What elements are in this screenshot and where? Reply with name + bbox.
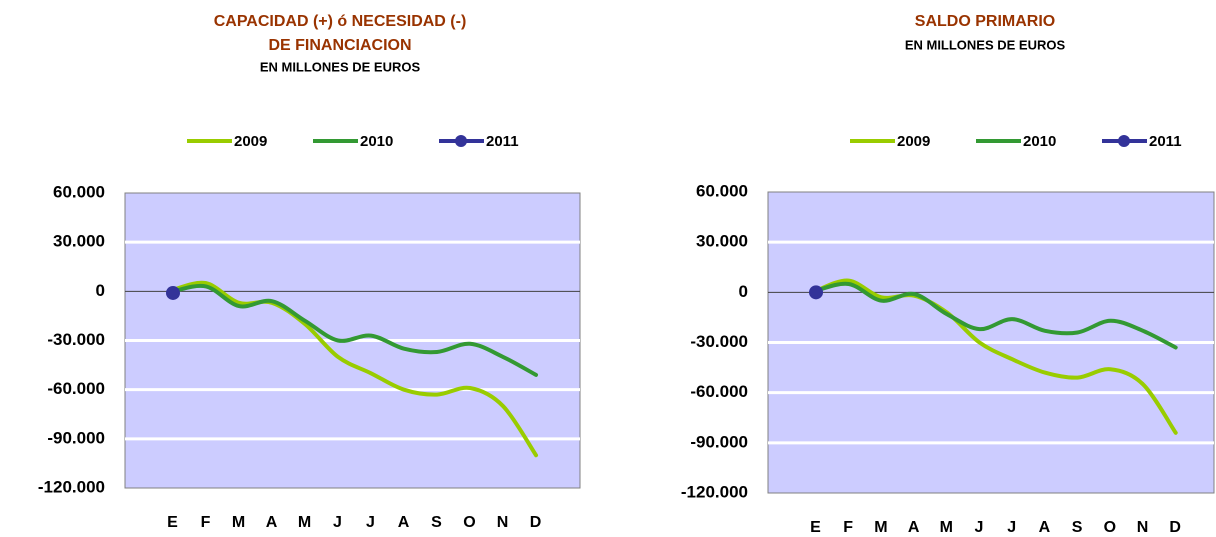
x-tick-label: A: [266, 514, 279, 531]
x-tick-label: J: [333, 514, 343, 531]
chart-title: DE FINANCIACION: [268, 37, 411, 54]
x-tick-label: J: [366, 514, 376, 531]
x-tick-label: O: [463, 514, 476, 531]
x-tick-label: A: [398, 514, 411, 531]
x-tick-label: M: [874, 519, 888, 536]
x-tick-label: D: [530, 514, 543, 531]
x-tick-label: S: [1072, 519, 1084, 536]
chart-subtitle: EN MILLONES DE EUROS: [260, 59, 421, 74]
y-tick-label: 0: [96, 281, 105, 300]
legend-marker: [1118, 135, 1130, 147]
y-tick-label: -120.000: [681, 482, 748, 501]
x-tick-label: E: [167, 514, 179, 531]
x-tick-label: F: [843, 519, 854, 536]
series-line: [171, 283, 538, 377]
x-tick-label: N: [1137, 519, 1150, 536]
x-tick-label: M: [940, 519, 954, 536]
legend-label: 2009: [897, 133, 930, 150]
y-tick-label: -30.000: [690, 332, 748, 351]
y-tick-label: -120.000: [38, 477, 105, 496]
chart-title: SALDO PRIMARIO: [915, 13, 1055, 30]
x-tick-label: D: [1169, 519, 1182, 536]
x-tick-label: O: [1104, 519, 1117, 536]
x-tick-label: M: [298, 514, 312, 531]
series-marker: [166, 285, 180, 300]
x-tick-label: M: [232, 514, 246, 531]
series-line: [814, 278, 1178, 435]
chart-title: CAPACIDAD (+) ó NECESIDAD (-): [214, 13, 467, 30]
legend-label: 2011: [486, 133, 519, 150]
x-tick-label: E: [810, 519, 822, 536]
series-line: [814, 281, 1178, 350]
legend-marker: [455, 135, 467, 147]
legend-label: 2011: [1149, 133, 1182, 150]
y-tick-label: -60.000: [47, 379, 105, 398]
x-tick-label: A: [1039, 519, 1052, 536]
series-line: [171, 280, 538, 458]
y-tick-label: 60.000: [53, 182, 105, 201]
x-tick-label: A: [908, 519, 921, 536]
y-tick-label: 30.000: [53, 232, 105, 251]
y-tick-label: 0: [739, 282, 748, 301]
y-tick-label: 60.000: [696, 181, 748, 200]
y-tick-label: -90.000: [47, 428, 105, 447]
chart-subtitle: EN MILLONES DE EUROS: [905, 37, 1066, 52]
x-tick-label: J: [1007, 519, 1017, 536]
legend-label: 2010: [360, 133, 393, 150]
y-tick-label: -60.000: [690, 382, 748, 401]
y-tick-label: -30.000: [47, 330, 105, 349]
x-tick-label: F: [201, 514, 212, 531]
y-tick-label: -90.000: [690, 432, 748, 451]
x-tick-label: S: [431, 514, 443, 531]
series-marker: [809, 285, 823, 300]
x-tick-label: N: [497, 514, 510, 531]
legend-label: 2010: [1023, 133, 1056, 150]
y-tick-label: 30.000: [696, 232, 748, 251]
x-tick-label: J: [975, 519, 985, 536]
legend-label: 2009: [234, 133, 267, 150]
